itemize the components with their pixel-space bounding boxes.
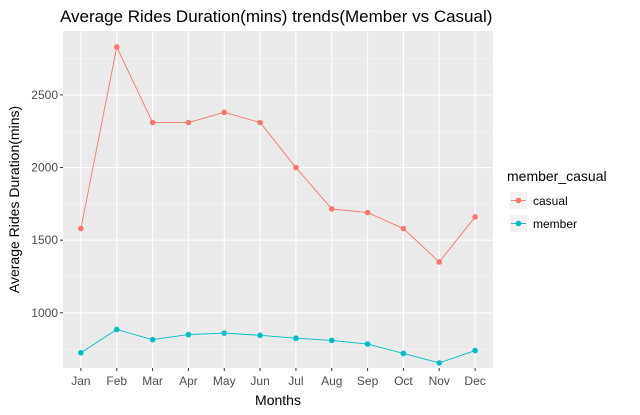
data-point-member	[328, 337, 335, 344]
data-point-casual	[328, 206, 335, 212]
data-point-casual	[257, 119, 263, 126]
legend-label-member: member	[533, 217, 577, 231]
x-tick-label: Oct	[394, 374, 413, 388]
data-point-casual	[78, 225, 84, 232]
plot-panel	[63, 31, 493, 368]
data-point-casual	[472, 214, 478, 220]
data-point-member	[364, 341, 371, 347]
data-point-member	[221, 330, 228, 336]
data-point-casual	[113, 44, 120, 50]
x-tick-label: Jun	[250, 374, 269, 388]
x-tick-label: Apr	[179, 374, 198, 388]
x-tick-label: Dec	[464, 374, 485, 388]
data-point-casual	[149, 119, 156, 126]
x-tick-label: Jan	[71, 374, 90, 388]
x-tick-label: Mar	[142, 374, 163, 388]
data-point-casual	[221, 109, 228, 116]
data-point-member	[400, 350, 407, 357]
data-point-member	[185, 331, 192, 338]
data-point-casual	[293, 164, 299, 171]
data-point-member	[149, 336, 156, 343]
data-point-member	[472, 347, 478, 354]
x-tick-label: Aug	[321, 374, 342, 388]
y-tick-label: 1000	[31, 306, 58, 320]
x-tick-label: Sep	[357, 374, 379, 388]
grid-minor	[63, 58, 493, 350]
legend-key-point	[515, 220, 522, 227]
data-point-member	[436, 360, 443, 366]
data-point-member	[293, 335, 299, 342]
legend-key-point	[515, 197, 522, 204]
legend: member_casual casual member	[507, 168, 607, 232]
data-point-casual	[364, 209, 371, 216]
data-point-member	[78, 349, 84, 356]
legend-label-casual: casual	[533, 194, 568, 208]
chart-title: Average Rides Duration(mins) trends(Memb…	[60, 7, 492, 26]
data-point-member	[257, 332, 263, 339]
x-tick-label: May	[213, 374, 236, 388]
series-layer	[78, 44, 478, 366]
y-axis-title: Average Rides Duration(mins)	[6, 106, 22, 293]
data-point-casual	[400, 225, 407, 232]
x-axis: Jan Feb Mar Apr May Jun Jul Aug Sep Oct Nov Dec	[71, 368, 486, 388]
series-line-casual	[80, 45, 476, 263]
y-tick-label: 2000	[31, 161, 58, 175]
x-tick-label: Feb	[106, 374, 127, 388]
data-point-casual	[436, 259, 443, 265]
y-axis: 1000 1500 2000 2500	[31, 88, 63, 320]
y-tick-label: 1500	[31, 233, 58, 247]
series-line-member	[80, 329, 476, 364]
grid-major	[63, 31, 493, 368]
data-point-casual	[185, 119, 192, 126]
x-tick-label: Jul	[288, 374, 303, 388]
data-point-member	[113, 326, 120, 333]
y-tick-label: 2500	[31, 88, 58, 102]
legend-title: member_casual	[507, 168, 607, 184]
x-axis-title: Months	[255, 392, 301, 408]
x-tick-label: Nov	[429, 374, 450, 388]
